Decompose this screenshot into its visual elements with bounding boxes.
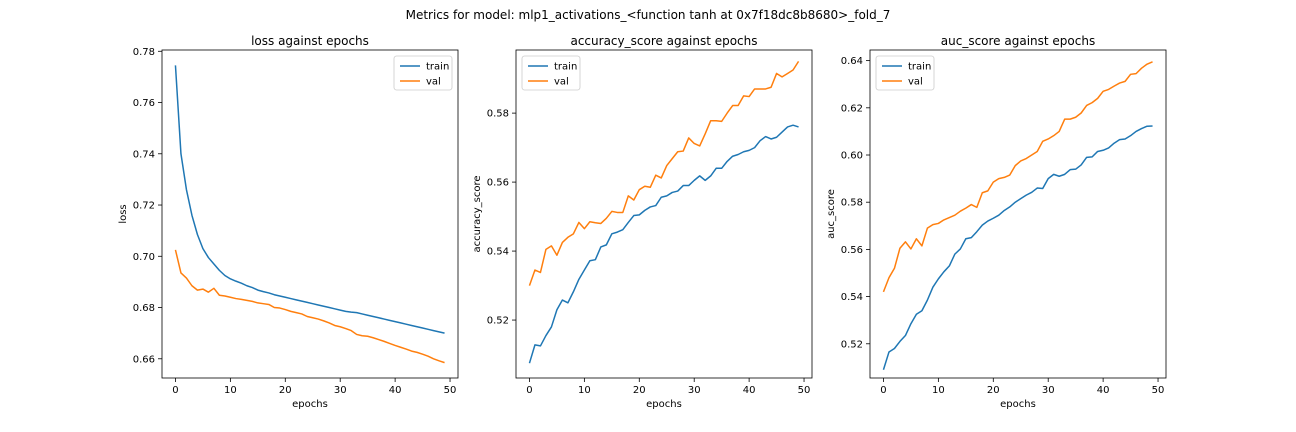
figure-suptitle: Metrics for model: mlp1_activations_<fun… xyxy=(406,8,891,22)
y-tick-label: 0.52 xyxy=(841,339,863,350)
x-tick-label: 30 xyxy=(688,385,701,396)
y-tick-label: 0.76 xyxy=(133,98,155,109)
chart-title: loss against epochs xyxy=(251,34,369,48)
chart-1: loss against epochs 0 10 20 30 40 50 0.66 0.68 0.… xyxy=(118,34,459,410)
y-tick-label: 0.66 xyxy=(133,354,155,365)
x-tick-label: 40 xyxy=(743,385,756,396)
chart-2: accuracy_score against epochs 0 10 20 30 40 50… xyxy=(472,34,813,410)
y-tick-label: 0.56 xyxy=(841,245,863,256)
y-tick-label: 0.58 xyxy=(841,198,863,209)
x-tick-label: 10 xyxy=(224,385,237,396)
y-tick-label: 0.62 xyxy=(841,103,863,114)
y-tick-label: 0.54 xyxy=(841,292,863,303)
series-line-train xyxy=(882,125,1153,370)
x-tick-label: 10 xyxy=(932,385,945,396)
y-tick-label: 0.64 xyxy=(841,56,863,67)
chart-3: auc_score against epochs 0 10 20 30 40 50 0.52 0… xyxy=(826,34,1167,410)
x-tick-label: 20 xyxy=(987,385,1000,396)
plot-area xyxy=(516,50,812,378)
plot-area xyxy=(870,50,1166,378)
y-tick-label: 0.70 xyxy=(133,252,155,263)
legend-label-val: val xyxy=(908,77,923,88)
y-tick-label: 0.78 xyxy=(133,47,155,58)
axes-frame xyxy=(161,49,459,379)
x-tick-label: 50 xyxy=(1152,385,1165,396)
series-line-val xyxy=(174,249,445,364)
y-tick-label: 0.74 xyxy=(133,149,155,160)
y-tick-label: 0.54 xyxy=(487,247,509,258)
x-tick-label: 40 xyxy=(1097,385,1110,396)
legend-label-val: val xyxy=(554,77,569,88)
series-line-train xyxy=(528,124,799,364)
y-tick-label: 0.72 xyxy=(133,201,155,212)
x-tick-label: 30 xyxy=(334,385,347,396)
x-tick-label: 50 xyxy=(798,385,811,396)
x-tick-label: 0 xyxy=(172,385,178,396)
y-axis-label: loss xyxy=(118,204,129,223)
y-axis-label: accuracy_score xyxy=(472,176,483,253)
x-tick-label: 10 xyxy=(578,385,591,396)
chart-title: auc_score against epochs xyxy=(941,34,1095,48)
y-tick-label: 0.58 xyxy=(487,109,509,120)
x-tick-label: 20 xyxy=(279,385,292,396)
series-line-val xyxy=(528,60,800,286)
x-axis-label: epochs xyxy=(646,399,682,410)
legend-label-train: train xyxy=(908,62,931,73)
y-tick-label: 0.68 xyxy=(133,303,155,314)
legend: train val xyxy=(521,55,581,91)
legend-label-val: val xyxy=(426,77,441,88)
x-axis-label: epochs xyxy=(1000,399,1036,410)
y-axis-label: auc_score xyxy=(826,189,837,239)
x-tick-label: 30 xyxy=(1042,385,1055,396)
series-line-val xyxy=(882,61,1153,293)
series-line-train xyxy=(174,65,445,334)
plot-area xyxy=(162,50,458,378)
x-tick-label: 50 xyxy=(444,385,457,396)
x-tick-label: 0 xyxy=(880,385,886,396)
x-tick-label: 40 xyxy=(389,385,402,396)
legend: train val xyxy=(875,55,935,91)
chart-title: accuracy_score against epochs xyxy=(570,34,757,48)
legend-label-train: train xyxy=(554,62,577,73)
axes-frame xyxy=(515,49,813,379)
y-tick-label: 0.60 xyxy=(841,151,863,162)
x-tick-label: 0 xyxy=(526,385,532,396)
y-tick-label: 0.56 xyxy=(487,178,509,189)
legend: train val xyxy=(393,55,453,91)
legend-label-train: train xyxy=(426,62,449,73)
x-axis-label: epochs xyxy=(292,399,328,410)
x-tick-label: 20 xyxy=(633,385,646,396)
y-tick-label: 0.52 xyxy=(487,316,509,327)
axes-frame xyxy=(869,49,1167,379)
